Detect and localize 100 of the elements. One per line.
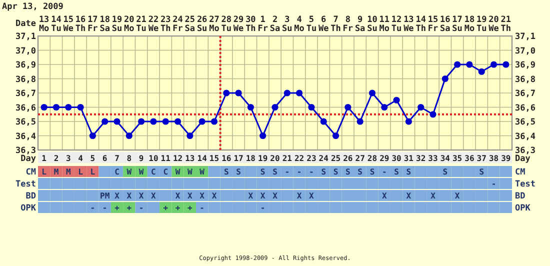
- text: -: [309, 168, 314, 176]
- text: S: [479, 168, 484, 176]
- x-tick-label: 7: [114, 154, 120, 163]
- text: W: [138, 168, 144, 176]
- text: X: [406, 192, 412, 200]
- point: [65, 104, 72, 111]
- y2-tick-label: 36,7: [515, 89, 536, 99]
- text: S: [224, 168, 229, 176]
- x-tick-label: 10: [148, 154, 158, 163]
- x-tick-label: 26: [343, 154, 353, 163]
- text: C: [163, 168, 168, 176]
- text: X: [175, 192, 180, 200]
- y2-tick-label: 36,6: [515, 103, 536, 114]
- y2-tick-label: 36,5: [515, 118, 536, 128]
- x2-tick-label: 13 Mo: [38, 15, 50, 34]
- x-tick-label: 25: [330, 154, 341, 163]
- point: [260, 132, 266, 140]
- x2-tick-label: 28 Tu: [221, 15, 232, 34]
- x2-tick-label: 29 We: [233, 15, 244, 34]
- text: S: [236, 168, 241, 176]
- point: [418, 104, 424, 111]
- x2-tick-label: 9 Sa: [354, 15, 366, 34]
- point: [40, 104, 48, 111]
- text: S: [260, 168, 266, 176]
- text: S: [358, 168, 362, 176]
- point: [356, 118, 364, 125]
- x2-tick-label: 17 Fr: [88, 15, 98, 34]
- text: X: [272, 192, 278, 200]
- point: [235, 90, 242, 96]
- x-tick-label: 23: [306, 154, 316, 163]
- category-label: CM: [515, 168, 526, 178]
- x-tick-label: 9: [138, 154, 144, 163]
- point: [368, 90, 376, 96]
- text: -: [491, 180, 496, 188]
- point: [102, 118, 108, 125]
- x2-tick-label: 25 Sa: [184, 15, 196, 34]
- x2-tick-label: 27 Mo: [209, 15, 220, 34]
- y-tick-label: 36,9: [16, 60, 36, 70]
- x-tick-label: 5: [90, 154, 96, 163]
- y2-tick-label: 36,9: [515, 60, 536, 70]
- x2-tick-label: 14 Tu: [51, 15, 62, 34]
- text: -: [382, 168, 387, 176]
- x2-tick-label: 26 Su: [196, 15, 208, 34]
- point: [454, 61, 461, 68]
- x-tick-label: 39: [501, 154, 511, 163]
- text: X: [114, 192, 120, 200]
- x2-tick-label: 6 We: [318, 15, 329, 34]
- x2-tick-label: 22 We: [148, 15, 159, 34]
- point: [126, 132, 132, 140]
- x-tick-label: 12: [172, 154, 183, 163]
- point: [430, 111, 436, 118]
- text: X: [138, 192, 144, 200]
- x2-tick-label: 23 Th: [160, 15, 171, 34]
- text: +: [163, 204, 168, 212]
- point: [320, 118, 327, 125]
- x2-axis-title: Date: [16, 19, 36, 29]
- x2-tick-label: 21 Tu: [136, 15, 146, 34]
- x2-tick-label: 10 Su: [367, 15, 378, 34]
- text: M: [54, 168, 59, 176]
- text: S: [370, 168, 375, 176]
- x-tick-label: 27: [355, 154, 366, 163]
- point: [296, 90, 303, 96]
- text: X: [212, 192, 217, 200]
- text: L: [78, 168, 83, 176]
- y-tick-label: 36,3: [16, 146, 36, 156]
- x-tick-label: 22: [294, 154, 304, 163]
- text: -: [260, 204, 266, 212]
- point: [186, 132, 194, 140]
- x2-tick-label: 15 Fr: [428, 15, 438, 34]
- text: C: [114, 168, 120, 176]
- x2-tick-label: 7 Th: [330, 15, 341, 34]
- x2-tick-label: 11 Mo: [379, 15, 390, 34]
- point: [114, 118, 120, 125]
- x-tick-label: 13: [185, 154, 195, 163]
- text: +: [126, 204, 132, 212]
- x-tick-label: 3: [66, 154, 71, 163]
- x-tick-label: 11: [160, 154, 171, 163]
- y-tick-label: 36,4: [16, 132, 36, 142]
- x2-tick-label: 18 Mo: [464, 15, 475, 34]
- x-tick-label: 19: [258, 154, 268, 163]
- point: [247, 104, 254, 111]
- text: W: [188, 168, 192, 176]
- x2-tick-label: 8 Fr: [342, 15, 354, 34]
- category-label: BD: [515, 192, 526, 202]
- text: S: [346, 168, 350, 176]
- y2-tick-label: 36,8: [515, 74, 536, 85]
- category-label: OPK: [20, 204, 36, 214]
- x2-tick-label: 24 Fr: [172, 15, 183, 34]
- point: [89, 132, 96, 140]
- text: +: [188, 204, 192, 212]
- x2-tick-label: 5 Tu: [306, 15, 317, 34]
- text: X: [309, 192, 314, 200]
- x2-tick-label: 13 We: [404, 15, 414, 34]
- x-tick-label: 18: [246, 154, 256, 163]
- point: [77, 104, 84, 111]
- x-tick-label: 38: [488, 154, 499, 163]
- chart-title: Apr 13, 2009: [2, 2, 64, 12]
- category-label: CM: [26, 168, 36, 178]
- point: [272, 104, 278, 111]
- x2-tick-label: 16 Th: [75, 15, 86, 34]
